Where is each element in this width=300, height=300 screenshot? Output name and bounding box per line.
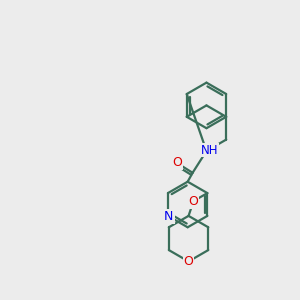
Text: O: O bbox=[184, 255, 194, 268]
Text: NH: NH bbox=[201, 143, 218, 157]
Text: O: O bbox=[189, 194, 198, 208]
Text: N: N bbox=[164, 210, 174, 224]
Text: O: O bbox=[172, 156, 182, 170]
